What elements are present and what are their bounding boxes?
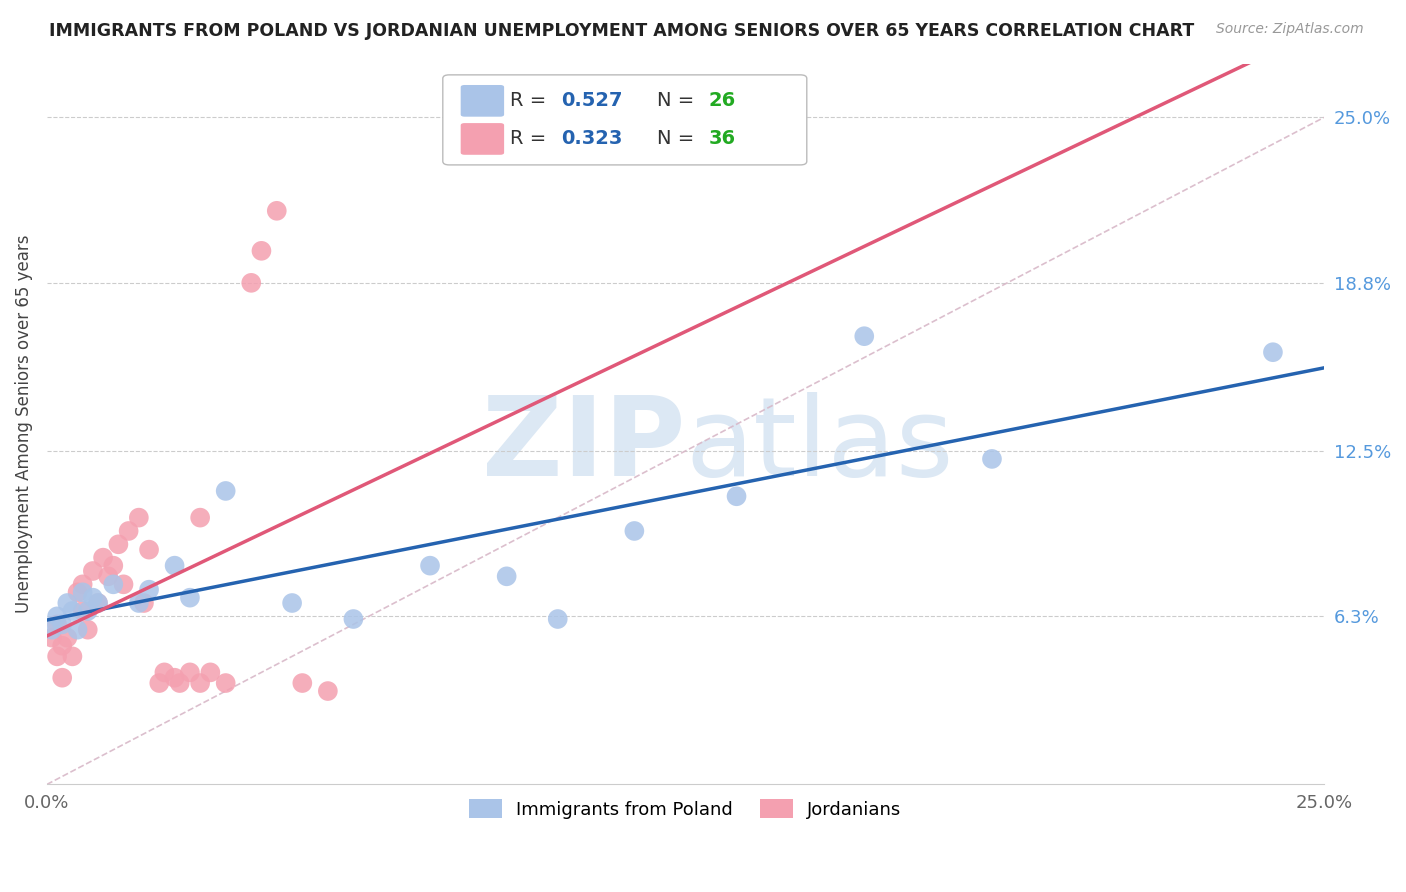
Text: ZIP: ZIP <box>482 392 686 500</box>
Point <box>87 596 110 610</box>
Point <box>188 510 211 524</box>
Text: R =: R = <box>510 91 553 111</box>
Point <box>107 537 129 551</box>
Point <box>103 558 125 573</box>
Point <box>51 671 73 685</box>
Legend: Immigrants from Poland, Jordanians: Immigrants from Poland, Jordanians <box>463 792 908 826</box>
Point <box>87 596 110 610</box>
Point <box>138 542 160 557</box>
FancyBboxPatch shape <box>443 75 807 165</box>
Text: atlas: atlas <box>686 392 953 500</box>
Point <box>179 591 201 605</box>
Point <box>148 676 170 690</box>
Point <box>132 596 155 610</box>
Point <box>200 665 222 680</box>
Text: N =: N = <box>658 129 700 148</box>
Text: 0.527: 0.527 <box>561 91 623 111</box>
FancyBboxPatch shape <box>461 123 505 155</box>
Point <box>76 604 98 618</box>
Point <box>62 649 84 664</box>
Point <box>215 483 238 498</box>
Point <box>725 489 748 503</box>
Point <box>623 524 645 538</box>
Point <box>547 612 569 626</box>
Point <box>72 585 94 599</box>
Point <box>72 577 94 591</box>
Point <box>316 684 339 698</box>
Text: IMMIGRANTS FROM POLAND VS JORDANIAN UNEMPLOYMENT AMONG SENIORS OVER 65 YEARS COR: IMMIGRANTS FROM POLAND VS JORDANIAN UNEM… <box>49 22 1195 40</box>
Point <box>72 604 94 618</box>
Point <box>495 569 517 583</box>
Text: 0.323: 0.323 <box>561 129 623 148</box>
Point <box>56 596 79 610</box>
Text: N =: N = <box>658 91 700 111</box>
Point <box>82 564 104 578</box>
Point <box>82 591 104 605</box>
Point <box>163 558 186 573</box>
Point <box>250 244 273 258</box>
Y-axis label: Unemployment Among Seniors over 65 years: Unemployment Among Seniors over 65 years <box>15 235 32 614</box>
Point <box>112 577 135 591</box>
Point <box>1261 345 1284 359</box>
Point <box>240 276 263 290</box>
Point <box>76 623 98 637</box>
Point <box>51 639 73 653</box>
Point <box>46 609 69 624</box>
Point <box>56 631 79 645</box>
Point <box>153 665 176 680</box>
Text: Source: ZipAtlas.com: Source: ZipAtlas.com <box>1216 22 1364 37</box>
Point <box>169 676 191 690</box>
Point <box>163 671 186 685</box>
Text: 26: 26 <box>709 91 735 111</box>
Point <box>291 676 314 690</box>
Point <box>91 550 114 565</box>
Text: 36: 36 <box>709 129 735 148</box>
Point <box>138 582 160 597</box>
Point <box>281 596 304 610</box>
Point <box>266 203 288 218</box>
Point <box>46 649 69 664</box>
Text: R =: R = <box>510 129 553 148</box>
Point <box>66 623 89 637</box>
Point <box>62 604 84 618</box>
Point <box>103 577 125 591</box>
Point <box>117 524 139 538</box>
Point <box>342 612 364 626</box>
Point <box>419 558 441 573</box>
Point <box>128 510 150 524</box>
Point <box>981 451 1004 466</box>
Point <box>128 596 150 610</box>
Point <box>97 569 120 583</box>
Point <box>66 585 89 599</box>
Point <box>51 617 73 632</box>
Point <box>853 329 876 343</box>
Point <box>46 617 69 632</box>
Point <box>41 631 63 645</box>
FancyBboxPatch shape <box>461 85 505 117</box>
Point <box>215 676 238 690</box>
Point <box>179 665 201 680</box>
Point <box>41 623 63 637</box>
Point <box>188 676 211 690</box>
